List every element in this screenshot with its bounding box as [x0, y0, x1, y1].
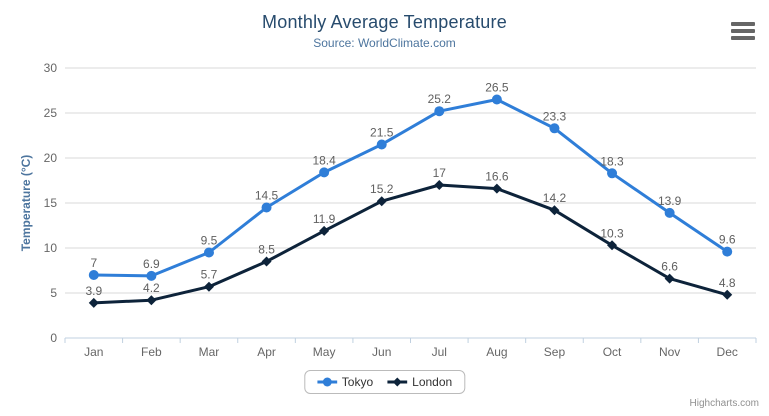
data-point-marker[interactable]: [203, 281, 214, 292]
data-point-marker[interactable]: [434, 106, 445, 117]
data-label: 5.7: [201, 268, 218, 282]
data-label: 9.5: [201, 234, 218, 248]
hamburger-menu-icon[interactable]: [731, 22, 755, 40]
hamburger-bar: [731, 22, 755, 26]
series-line-tokyo: [92, 98, 729, 278]
y-axis-tick-label: 5: [50, 286, 57, 300]
x-axis-tick-label: Jun: [372, 345, 391, 359]
data-point-marker[interactable]: [319, 167, 330, 178]
data-label: 23.3: [543, 109, 567, 123]
data-label: 9.6: [719, 233, 736, 247]
data-label: 7: [90, 256, 97, 270]
legend-item-tokyo[interactable]: Tokyo: [316, 375, 374, 389]
data-point-marker[interactable]: [88, 297, 99, 308]
data-label: 15.2: [370, 182, 394, 196]
legend-symbol-marker: [392, 377, 402, 387]
x-axis-tick-label: Jan: [84, 345, 103, 359]
data-point-marker[interactable]: [261, 256, 272, 267]
chart-title: Monthly Average Temperature: [262, 12, 507, 32]
credits-link[interactable]: Highcharts.com: [689, 398, 759, 409]
hamburger-bar: [731, 29, 755, 33]
data-label: 18.3: [600, 154, 624, 168]
london-line-diamond-icon: [387, 377, 408, 387]
legend-item-london[interactable]: London: [387, 375, 452, 389]
data-label: 21.5: [370, 126, 394, 140]
data-label: 6.6: [661, 260, 678, 274]
data-point-marker[interactable]: [607, 168, 618, 179]
data-point-marker[interactable]: [146, 270, 157, 281]
x-axis-tick-label: Jul: [432, 345, 447, 359]
data-point-marker[interactable]: [664, 207, 675, 218]
y-axis-tick-label: 20: [44, 151, 58, 165]
y-axis-tick-label: 30: [44, 61, 58, 75]
data-point-marker[interactable]: [664, 273, 675, 284]
x-axis-tick-label: Nov: [659, 345, 680, 359]
x-axis-tick-label: Dec: [717, 345, 738, 359]
data-label: 17: [433, 166, 447, 180]
legend-label: London: [412, 375, 453, 389]
x-axis-tick-label: Mar: [199, 345, 220, 359]
data-point-marker[interactable]: [146, 295, 157, 306]
data-label: 4.2: [143, 281, 160, 295]
data-point-marker[interactable]: [722, 289, 733, 300]
data-point-marker[interactable]: [549, 205, 560, 216]
data-point-marker[interactable]: [549, 123, 560, 134]
x-axis-tick-label: Apr: [257, 345, 276, 359]
y-axis-tick-label: 15: [44, 196, 58, 210]
x-axis-tick-label: May: [313, 345, 336, 359]
data-label: 25.2: [428, 92, 452, 106]
series-line-london: [92, 183, 729, 305]
hamburger-bar: [731, 36, 755, 40]
data-point-marker[interactable]: [491, 183, 502, 194]
data-label: 11.9: [313, 212, 336, 226]
y-axis-tick-label: 10: [44, 241, 58, 255]
legend-symbol-marker: [322, 377, 332, 387]
data-point-marker[interactable]: [319, 225, 330, 236]
data-label: 14.5: [255, 189, 279, 203]
chart-subtitle: Source: WorldClimate.com: [313, 36, 456, 50]
data-point-marker[interactable]: [434, 180, 445, 190]
y-axis-tick-label: 25: [44, 106, 58, 120]
data-label: 16.6: [485, 170, 509, 184]
data-label: 4.8: [719, 276, 736, 290]
data-point-marker[interactable]: [261, 202, 272, 213]
data-label: 8.5: [258, 243, 275, 257]
data-label: 14.2: [543, 191, 567, 205]
y-axis-tick-label: 0: [50, 331, 57, 345]
legend-label: Tokyo: [341, 375, 374, 389]
data-point-marker[interactable]: [203, 247, 214, 258]
x-axis-tick-label: Sep: [544, 345, 566, 359]
data-point-marker[interactable]: [491, 94, 502, 105]
data-label: 3.9: [85, 284, 102, 298]
x-axis-tick-label: Feb: [141, 345, 162, 359]
x-axis-tick-label: Oct: [603, 345, 622, 359]
data-point-marker[interactable]: [88, 270, 99, 280]
legend: Tokyo London: [303, 370, 466, 394]
data-label: 13.9: [658, 194, 682, 208]
data-point-marker[interactable]: [376, 139, 387, 150]
data-label: 18.4: [312, 153, 336, 167]
data-point-marker[interactable]: [376, 196, 387, 207]
data-point-marker[interactable]: [722, 246, 733, 257]
data-label: 26.5: [485, 81, 509, 95]
data-label: 6.9: [143, 257, 160, 271]
x-axis-tick-label: Aug: [486, 345, 507, 359]
data-label: 10.3: [600, 226, 624, 240]
data-point-marker[interactable]: [607, 240, 618, 251]
tokyo-line-circle-icon: [316, 377, 337, 387]
